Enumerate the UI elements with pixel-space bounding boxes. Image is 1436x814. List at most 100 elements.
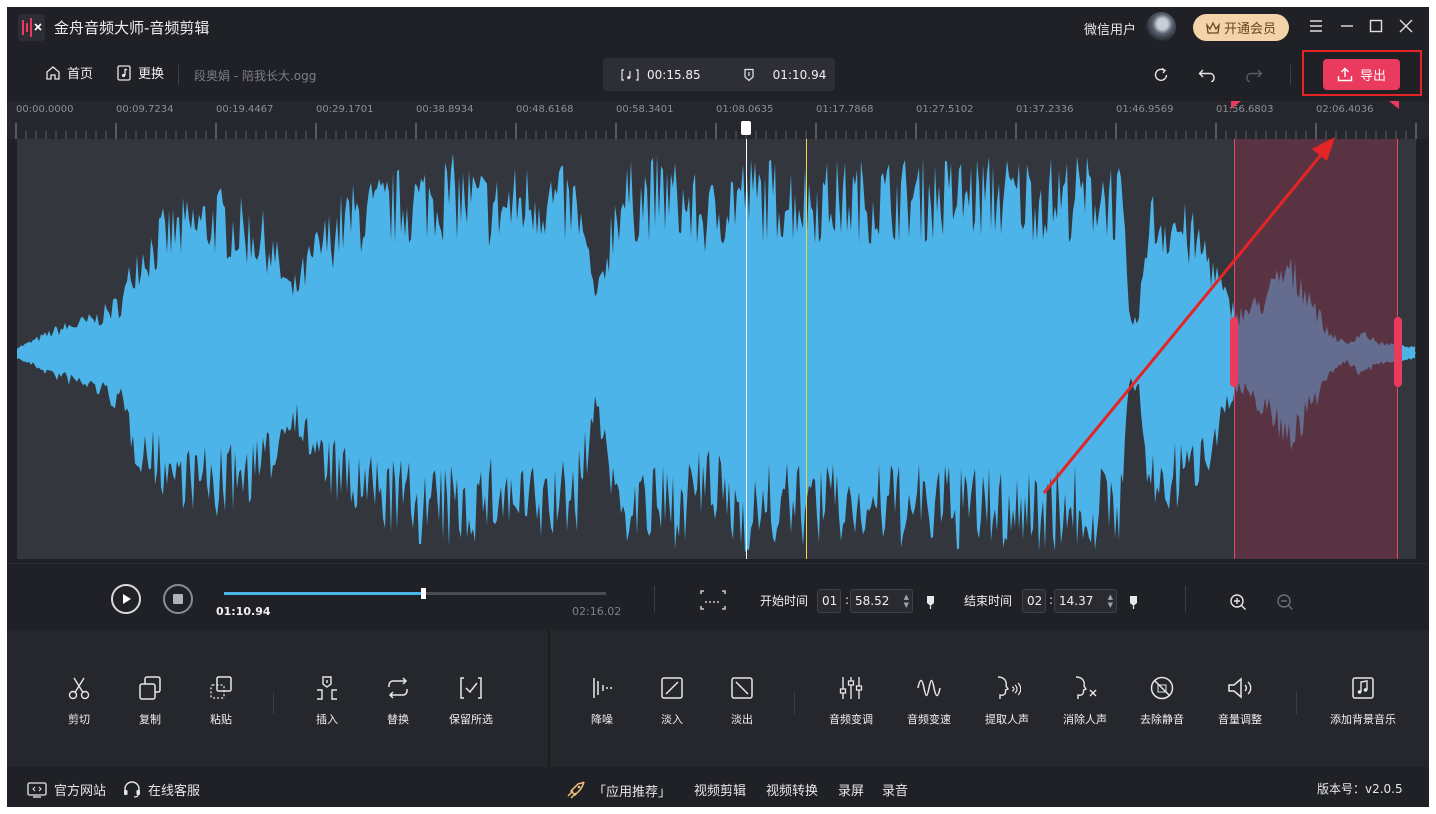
selection-end-handle[interactable] <box>1394 317 1402 387</box>
remove-vocal-label: 消除人声 <box>1063 713 1107 726</box>
start-minute-input[interactable]: 01 <box>817 589 841 613</box>
home-label: 首页 <box>67 67 94 82</box>
minimize-icon[interactable] <box>1334 13 1360 39</box>
reset-icon[interactable] <box>1149 63 1173 87</box>
start-second-input[interactable]: 58.52 ▲ ▼ <box>850 589 913 613</box>
avatar[interactable] <box>1146 12 1176 42</box>
waveform-area[interactable] <box>17 139 1416 559</box>
video-edit-link[interactable]: 视频剪辑 <box>694 784 747 799</box>
undo-icon[interactable] <box>1196 63 1220 87</box>
insert-tool[interactable]: 插入 <box>285 673 369 727</box>
transport-divider <box>1185 586 1186 612</box>
pitch-tool[interactable]: 音频变调 <box>809 673 893 727</box>
playhead-handle[interactable] <box>741 121 751 135</box>
export-button[interactable]: 导出 <box>1323 59 1400 90</box>
cut-tool[interactable]: 剪切 <box>37 673 121 727</box>
transport-bar: 01:10.94 02:16.02 开始时间 01 : 58.52 ▲ ▼ 结束时… <box>7 563 1429 629</box>
ruler-label: 01:27.5102 <box>916 104 974 115</box>
remove-silence-tool[interactable]: 去除静音 <box>1120 673 1204 727</box>
end-minute-input[interactable]: 02 <box>1022 589 1046 613</box>
play-button[interactable] <box>111 584 141 614</box>
selection-region[interactable] <box>1230 139 1402 559</box>
end-marker-icon[interactable] <box>1129 594 1138 613</box>
cursor-line <box>806 139 807 559</box>
website-link[interactable]: 官方网站 <box>27 780 106 799</box>
service-label: 在线客服 <box>148 784 201 799</box>
stop-button[interactable] <box>163 584 193 614</box>
fade-in-label: 淡入 <box>661 713 683 726</box>
volume-tool[interactable]: 音量调整 <box>1198 673 1282 727</box>
end-second-value: 14.37 <box>1059 594 1094 608</box>
play-icon <box>123 594 131 604</box>
screen-record-link[interactable]: 录屏 <box>838 784 865 799</box>
keep-selection-icon <box>456 673 486 703</box>
ruler-label: 00:09.7234 <box>116 104 174 115</box>
fade-in-icon <box>657 673 687 703</box>
website-icon <box>27 781 47 798</box>
rocket-icon <box>567 781 585 799</box>
audio-record-link[interactable]: 录音 <box>882 784 909 799</box>
fade-out-tool[interactable]: 淡出 <box>700 673 784 727</box>
select-all-icon[interactable] <box>700 590 726 614</box>
ruler-label: 01:08.0635 <box>716 104 774 115</box>
copy-tool[interactable]: 复制 <box>108 673 192 727</box>
selection-start-handle[interactable] <box>1230 317 1238 387</box>
close-icon[interactable] <box>1393 13 1419 39</box>
end-second-input[interactable]: 14.37 ▲ ▼ <box>1054 589 1117 613</box>
vip-button[interactable]: 开通会员 <box>1193 14 1289 41</box>
keep-selection-tool[interactable]: 保留所选 <box>429 673 513 727</box>
home-button[interactable]: 首页 <box>45 63 93 82</box>
progress-knob[interactable] <box>420 588 426 599</box>
app-window: 金舟音频大师-音频剪辑 微信用户 开通会员 首页 更换 段奥娟 - 陪 <box>7 7 1429 807</box>
speed-label: 音频变速 <box>907 713 951 726</box>
replace-tool[interactable]: 替换 <box>356 673 440 727</box>
video-convert-link[interactable]: 视频转换 <box>766 784 819 799</box>
extract-vocal-tool[interactable]: 提取人声 <box>965 673 1049 727</box>
replace-button[interactable]: 更换 <box>116 63 164 82</box>
selection-end-marker-icon <box>1389 101 1399 109</box>
scissors-icon <box>64 673 94 703</box>
maximize-icon[interactable] <box>1363 13 1389 39</box>
playhead-line[interactable] <box>746 139 747 559</box>
menu-icon[interactable] <box>1303 13 1329 39</box>
ruler-label: 00:00.0000 <box>16 104 74 115</box>
start-time-label: 开始时间 <box>760 594 809 608</box>
stop-icon <box>173 594 183 604</box>
progress-slider[interactable] <box>224 588 606 599</box>
pitch-label: 音频变调 <box>829 713 873 726</box>
time-ruler[interactable]: 00:00.0000 00:09.7234 00:19.4467 00:29.1701… <box>7 101 1429 139</box>
noise-reduction-tool[interactable]: 降噪 <box>560 673 644 727</box>
end-second-spinner[interactable]: ▲ ▼ <box>1107 593 1113 609</box>
zoom-out-icon[interactable] <box>1276 593 1294 615</box>
start-time-colon: : <box>845 593 850 607</box>
toolbar-divider <box>178 65 179 85</box>
customer-service-link[interactable]: 在线客服 <box>123 780 200 799</box>
waveform <box>17 153 1416 553</box>
insert-label: 插入 <box>316 713 338 726</box>
fade-in-tool[interactable]: 淡入 <box>630 673 714 727</box>
status-bar: 官方网站 在线客服 「应用推荐」 视频剪辑 视频转换 录屏 录音 版本号：v2.… <box>7 769 1429 807</box>
replace-tool-label: 替换 <box>387 713 409 726</box>
paste-tool[interactable]: 粘贴 <box>179 673 263 727</box>
background-music-label: 添加背景音乐 <box>1330 713 1396 726</box>
start-second-value: 58.52 <box>855 594 890 608</box>
tool-divider <box>1296 692 1297 714</box>
remove-vocal-tool[interactable]: 消除人声 <box>1043 673 1127 727</box>
start-marker-icon[interactable] <box>926 594 935 613</box>
start-second-spinner[interactable]: ▲ ▼ <box>903 593 909 609</box>
redo-icon[interactable] <box>1241 63 1265 87</box>
speed-tool[interactable]: 音频变速 <box>887 673 971 727</box>
app-title: 金舟音频大师-音频剪辑 <box>54 19 210 37</box>
playhead-icon <box>744 68 754 81</box>
background-music-tool[interactable]: 添加背景音乐 <box>1321 673 1405 727</box>
user-name[interactable]: 微信用户 <box>1084 23 1137 38</box>
zoom-in-icon[interactable] <box>1229 593 1247 615</box>
fade-out-icon <box>727 673 757 703</box>
volume-icon <box>1225 673 1255 703</box>
selection-length-icon <box>621 68 639 81</box>
ruler-label: 00:38.8934 <box>416 104 474 115</box>
extract-vocal-icon <box>992 673 1022 703</box>
cut-label: 剪切 <box>68 713 90 726</box>
tool-divider <box>794 692 795 714</box>
remove-silence-label: 去除静音 <box>1140 713 1184 726</box>
